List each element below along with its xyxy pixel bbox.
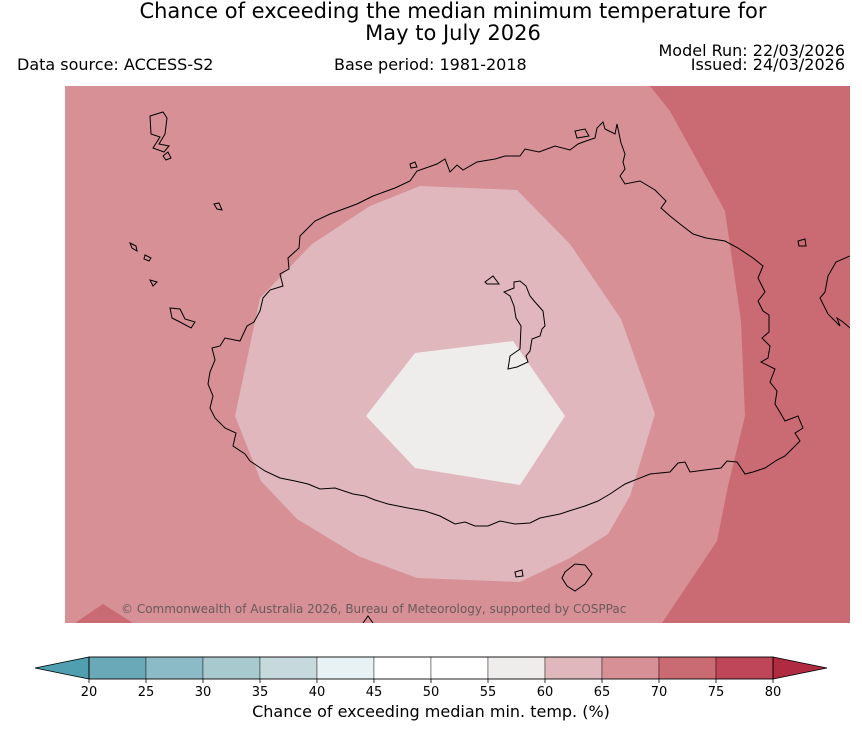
outlook-map: © Commonwealth of Australia 2026, Bureau… (65, 86, 850, 623)
colorbar-tick-label: 20 (81, 685, 98, 700)
colorbar-box (715, 656, 774, 680)
inner-island-coastline (484, 275, 546, 370)
colorbar-ticks: 20 25 30 35 40 45 50 55 60 65 70 75 80 (81, 679, 782, 700)
coastlines (129, 111, 850, 623)
east-landmass-coastline (819, 255, 850, 329)
model-run-label: Model Run: 22/03/2026 (658, 41, 846, 60)
colorbar-tick-label: 65 (594, 685, 611, 700)
colorbar-box (145, 656, 204, 680)
islet-northwest-1 (149, 111, 170, 153)
band-70-75-east (650, 86, 850, 623)
colorbar: 20 25 30 35 40 45 50 55 60 65 70 75 80 (34, 656, 828, 700)
colorbar-tick-label: 75 (708, 685, 725, 700)
colorbar-title: Chance of exceeding median min. temp. (%… (252, 702, 610, 721)
colorbar-box (601, 656, 660, 680)
islet-north-2 (409, 161, 418, 169)
islet-west-2 (129, 241, 158, 287)
islet-north-1 (574, 128, 590, 139)
main-island-coastline (207, 121, 804, 527)
colorbar-box (259, 656, 318, 680)
data-source-label: Data source: ACCESS-S2 (17, 55, 214, 74)
colorbar-box (658, 656, 717, 680)
islet-east-1 (797, 238, 807, 247)
islet-south-1 (561, 563, 593, 592)
colorbar-tick-label: 80 (765, 685, 782, 700)
colorbar-tick-label: 25 (138, 685, 155, 700)
colorbar-over-arrow (772, 656, 828, 680)
chart-title-line1: Chance of exceeding the median minimum t… (139, 0, 767, 23)
colorbar-boxes (88, 656, 774, 680)
islet-south-3 (362, 615, 374, 623)
copyright-notice: © Commonwealth of Australia 2026, Bureau… (121, 602, 626, 616)
islet-northwest-2 (162, 151, 172, 161)
colorbar-box (88, 656, 147, 680)
band-70-75-southwest (75, 604, 133, 623)
colorbar-under-arrow (34, 656, 90, 680)
issued-label: Issued: 24/03/2026 (690, 55, 845, 74)
colorbar-tick-label: 55 (480, 685, 497, 700)
colorbar-tick-label: 35 (252, 685, 269, 700)
colorbar-box (202, 656, 261, 680)
colorbar-box (487, 656, 546, 680)
chart-title-line2: May to July 2026 (365, 21, 541, 45)
islet-south-2 (514, 569, 524, 578)
islet-west-3 (169, 307, 196, 329)
colorbar-tick-label: 30 (195, 685, 212, 700)
band-55-60-center (366, 341, 565, 485)
colorbar-tick-label: 45 (366, 685, 383, 700)
colorbar-box (316, 656, 375, 680)
colorbar-box (373, 656, 432, 680)
colorbar-box (430, 656, 489, 680)
islet-west-1 (213, 202, 223, 211)
colorbar-tick-label: 70 (651, 685, 668, 700)
colorbar-tick-label: 60 (537, 685, 554, 700)
colorbar-tick-label: 40 (309, 685, 326, 700)
base-period-label: Base period: 1981-2018 (334, 55, 527, 74)
colorbar-box (544, 656, 603, 680)
colorbar-tick-label: 50 (423, 685, 440, 700)
